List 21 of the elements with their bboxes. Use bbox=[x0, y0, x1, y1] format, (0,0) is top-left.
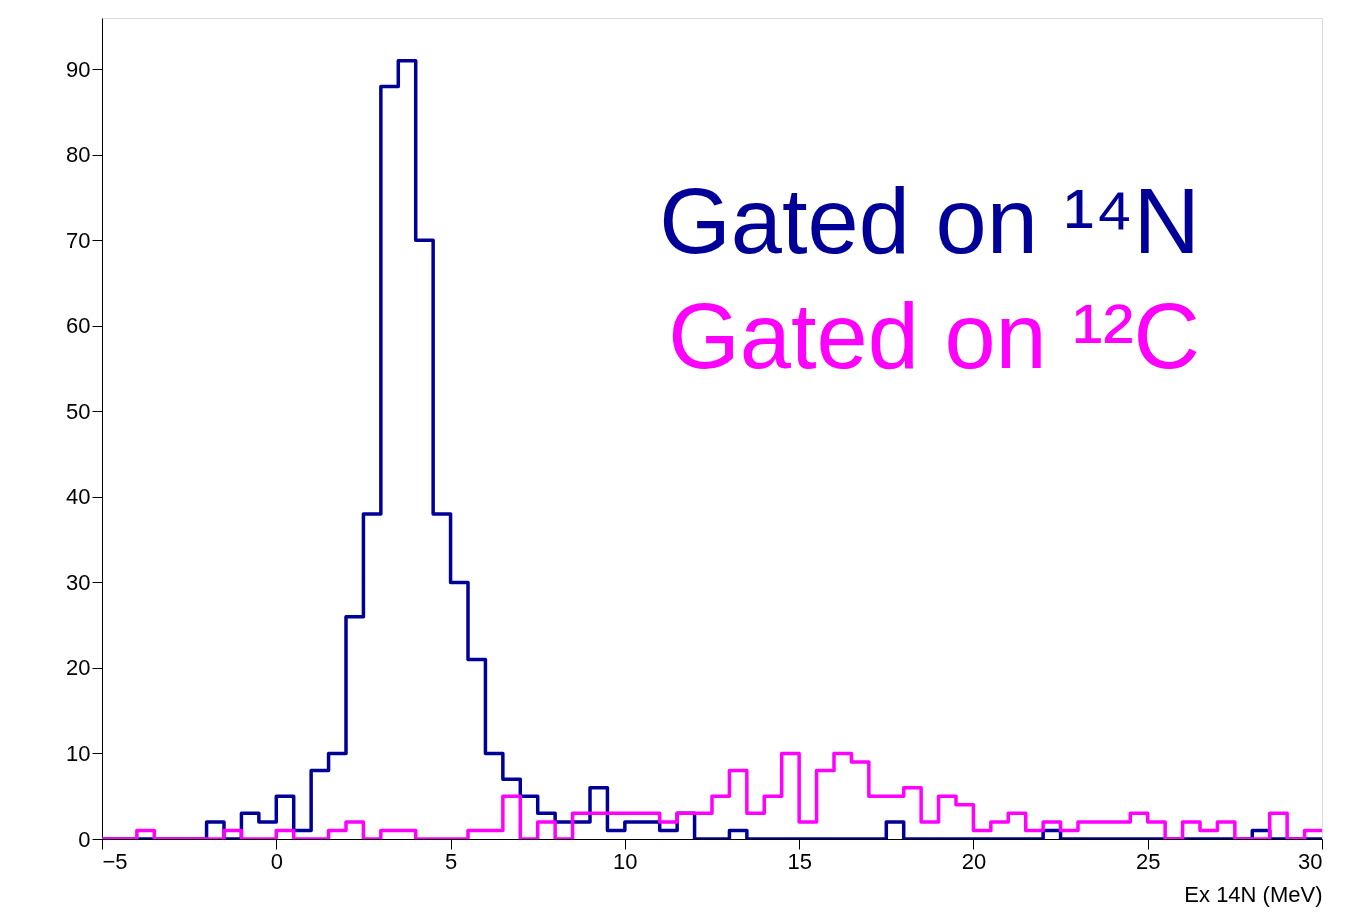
y-tick-label: 50 bbox=[66, 398, 91, 424]
x-axis-title: Ex 14N (MeV) bbox=[1184, 881, 1323, 907]
text: Gated on ¹²C bbox=[668, 285, 1200, 387]
text: Gated on ¹⁴N bbox=[659, 170, 1200, 272]
x-tick-label: 20 bbox=[961, 848, 987, 874]
y-tick-label: 40 bbox=[66, 484, 91, 510]
x-tick-label: 10 bbox=[613, 848, 638, 874]
x-tick-label: −5 bbox=[102, 848, 128, 874]
y-tick-label: 60 bbox=[66, 313, 91, 339]
x-tick-label: 15 bbox=[787, 848, 812, 874]
y-tick-label: 10 bbox=[66, 740, 91, 766]
x-tick-label: 25 bbox=[1135, 848, 1161, 874]
x-tick-label: 5 bbox=[444, 848, 458, 874]
y-tick-label: 90 bbox=[66, 56, 91, 82]
x-tick-label: 30 bbox=[1298, 848, 1323, 874]
y-tick-label: 0 bbox=[78, 826, 91, 852]
y-tick-label: 80 bbox=[66, 142, 91, 168]
y-tick-label: 30 bbox=[66, 569, 91, 595]
x-tick-label: 0 bbox=[270, 848, 283, 874]
y-tick-label: 70 bbox=[66, 227, 91, 253]
y-tick-label: 20 bbox=[66, 655, 91, 681]
